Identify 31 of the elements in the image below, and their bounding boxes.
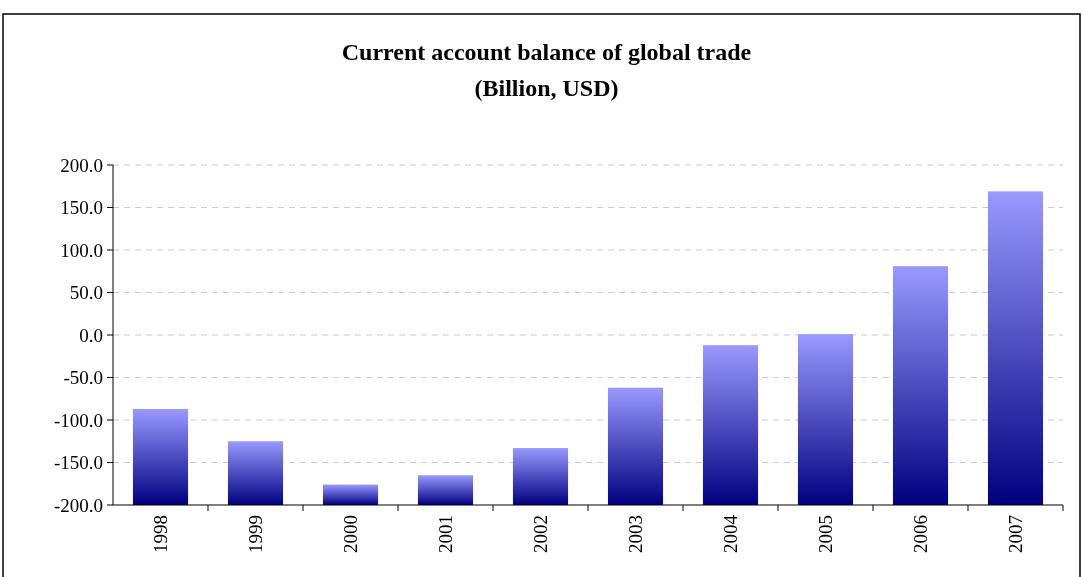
y-tick-label: 50.0 bbox=[69, 282, 103, 304]
y-tick-label: -50.0 bbox=[63, 367, 103, 389]
y-tick-label: 200.0 bbox=[60, 154, 103, 176]
x-tick-label: 2005 bbox=[815, 515, 837, 553]
x-tick-label: 2006 bbox=[910, 515, 932, 553]
chart-title: Current account balance of global trade bbox=[341, 39, 752, 65]
y-tick-label: 0.0 bbox=[79, 324, 103, 346]
x-tick-label: 2007 bbox=[1005, 515, 1027, 553]
bar bbox=[227, 441, 284, 505]
x-tick-label: 1998 bbox=[150, 515, 172, 553]
chart-subtitle: (Billion, USD) bbox=[474, 75, 619, 101]
x-tick-label: 1999 bbox=[245, 515, 267, 553]
bar bbox=[892, 266, 949, 505]
y-tick-label: 100.0 bbox=[60, 239, 103, 261]
x-tick-label: 2004 bbox=[720, 514, 742, 553]
bar bbox=[512, 448, 569, 505]
x-tick-label: 2000 bbox=[340, 515, 362, 553]
y-tick-label: -200.0 bbox=[53, 494, 103, 516]
bar bbox=[322, 484, 379, 505]
y-tick-label: -150.0 bbox=[53, 452, 103, 474]
bar bbox=[797, 334, 854, 505]
bar bbox=[987, 191, 1044, 505]
bar bbox=[607, 387, 664, 505]
y-tick-label: -100.0 bbox=[53, 409, 103, 431]
x-tick-label: 2002 bbox=[530, 515, 552, 553]
x-tick-label: 2003 bbox=[625, 515, 647, 553]
y-tick-label: 150.0 bbox=[60, 197, 103, 219]
bar bbox=[702, 345, 759, 505]
bar bbox=[417, 475, 474, 505]
x-tick-label: 2001 bbox=[435, 515, 457, 553]
bar bbox=[132, 408, 189, 505]
